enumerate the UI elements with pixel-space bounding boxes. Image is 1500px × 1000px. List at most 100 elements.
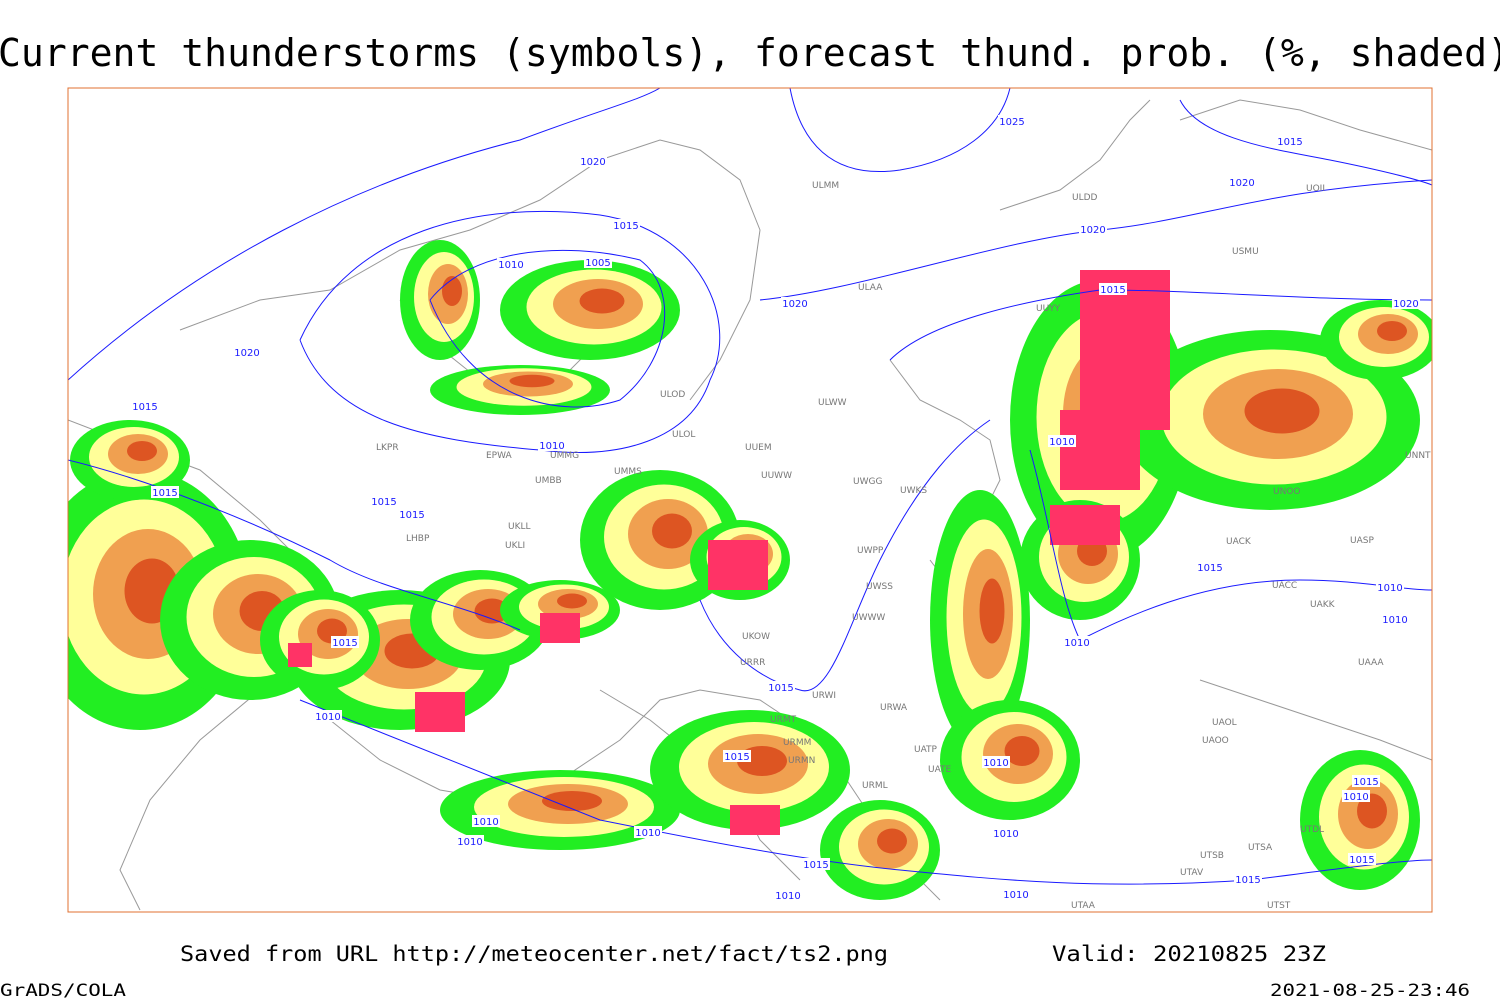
map: 1025 1020 1015 1010 1005 1020 1020 1015 1020 1020… [68, 88, 1432, 911]
isobar-label-bg [1099, 283, 1127, 295]
station-label: UUYY [1036, 304, 1061, 314]
isobar-label-bg [1342, 790, 1370, 802]
isobar-label: 1015 [399, 510, 424, 521]
isobar-label: 1015 [768, 683, 793, 694]
station-label: UTSA [1248, 843, 1273, 853]
isobar-label-bg [1002, 888, 1030, 900]
isobar-label-bg [1228, 176, 1256, 188]
station-label: UNNT [1405, 451, 1431, 461]
isobar-label: 1010 [1064, 638, 1089, 649]
station-label: URRR [740, 658, 765, 668]
thunderstorm-symbols [1060, 410, 1140, 490]
probability-area [1244, 388, 1320, 434]
station-label: UWSS [866, 582, 893, 592]
isobar-label: 1010 [1049, 437, 1074, 448]
isobar-label: 1020 [782, 299, 807, 310]
station-label: EPWA [486, 451, 513, 461]
software: GrADS/COLA [0, 981, 126, 1000]
station-label: ULOD [660, 390, 685, 400]
station-label: UTST [1267, 901, 1291, 911]
isobar-label: 1010 [1377, 583, 1402, 594]
probability-area [474, 598, 510, 624]
probability-area [509, 374, 555, 388]
thunderstorm-symbols [730, 805, 780, 835]
station-label: UWKS [900, 486, 927, 496]
isobar-label: 1010 [1382, 615, 1407, 626]
station-label: URWI [812, 691, 836, 701]
isobar-label-bg [1381, 613, 1409, 625]
isobar-label-bg [1079, 223, 1107, 235]
isobar-label-bg [612, 219, 640, 231]
isobar-label-bg [998, 115, 1026, 127]
station-label: URML [862, 781, 888, 791]
isobar-label: 1015 [152, 488, 177, 499]
station-label: UAKK [1310, 600, 1336, 610]
station-label: UMMG [550, 451, 579, 461]
station-label: UWGG [853, 477, 882, 487]
station-label: UTSB [1200, 851, 1224, 861]
thunderstorm-symbols [540, 613, 580, 643]
isobar-label: 1015 [803, 860, 828, 871]
isobar-label-bg [1063, 636, 1091, 648]
isobar-label-bg [723, 750, 751, 762]
map-frame [67, 87, 1433, 913]
station-label: ULWW [818, 398, 847, 408]
isobar-label-bg [538, 439, 566, 451]
station-label: URMM [783, 738, 811, 748]
thunderstorm-symbols [708, 540, 768, 590]
isobar-label: 1010 [473, 817, 498, 828]
isobar-label: 1020 [580, 157, 605, 168]
isobar-label: 1010 [983, 758, 1008, 769]
isobar-label: 1010 [315, 712, 340, 723]
station-label: UACK [1226, 537, 1252, 547]
station-label: UUWW [761, 471, 792, 481]
probability-area [1377, 321, 1407, 341]
isobars [68, 88, 1432, 885]
isobar-label: 1010 [993, 829, 1018, 840]
station-label: UACC [1272, 581, 1297, 591]
isobar-label-bg [982, 756, 1010, 768]
isobar-label: 1020 [1229, 178, 1254, 189]
isobar-label: 1015 [1277, 137, 1302, 148]
station-label: URWA [880, 703, 908, 713]
station-label: UWWW [852, 613, 885, 623]
isobar-label: 1010 [1003, 890, 1028, 901]
isobar-label-bg [1196, 561, 1224, 573]
probability-area [442, 276, 462, 306]
probability-area [1004, 736, 1040, 766]
isobar-label-bg [398, 508, 426, 520]
isobar-label-bg [314, 710, 342, 722]
station-label: UAOL [1212, 718, 1237, 728]
station-label: URMT [770, 715, 797, 725]
isobar-label: 1010 [775, 891, 800, 902]
probability-area [979, 578, 1005, 644]
probability-area [542, 791, 602, 811]
station-label: ULDD [1072, 193, 1098, 203]
station-label: ULAA [858, 283, 883, 293]
thunderstorm-symbols [1050, 505, 1120, 545]
isobar-label-bg [1234, 873, 1262, 885]
station-label: URMN [788, 756, 815, 766]
station-label: UTAA [1071, 901, 1096, 911]
isobar-label-bg [497, 258, 525, 270]
source-url: Saved from URL http://meteocenter.net/fa… [180, 942, 888, 966]
station-label: LKPR [376, 443, 399, 453]
isobar-label: 1020 [234, 348, 259, 359]
timestamp: 2021-08-25-23:46 [1270, 981, 1470, 1000]
probability-area [557, 593, 587, 609]
isobar-label-bg [634, 826, 662, 838]
probability-area [877, 828, 907, 854]
isobar-label-bg [774, 889, 802, 901]
isobar-label-bg [1352, 775, 1380, 787]
isobar-label-bg [456, 835, 484, 847]
isobar-label: 1010 [498, 260, 523, 271]
isobar-label: 1020 [1080, 225, 1105, 236]
station-label: UTDL [1300, 825, 1324, 835]
station-label: UATP [914, 745, 938, 755]
isobar-label-bg [992, 827, 1020, 839]
valid-time: Valid: 20210825 23Z [1052, 942, 1326, 966]
thunderstorm-symbols [1080, 270, 1170, 430]
station-label: UKLI [505, 541, 525, 551]
station-label: UKOW [742, 632, 770, 642]
